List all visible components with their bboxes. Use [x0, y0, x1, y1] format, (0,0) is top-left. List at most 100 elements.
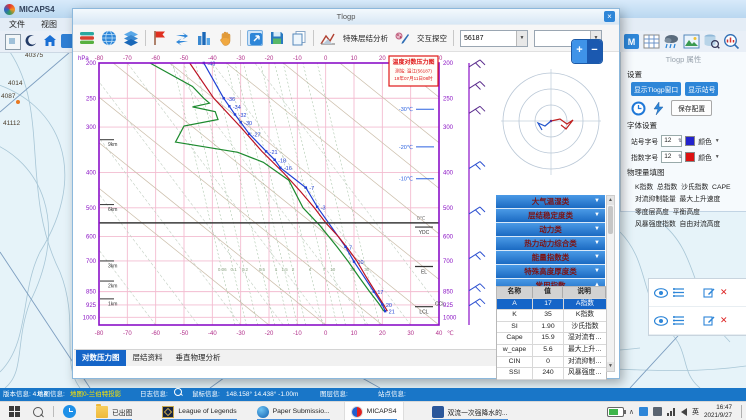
tlogp-titlebar[interactable]: Tlogp ×	[73, 9, 619, 25]
hodograph[interactable]	[496, 57, 606, 193]
scroll-thumb[interactable]	[608, 206, 613, 234]
category-expand-icon[interactable]: ▼	[594, 237, 600, 250]
grid-data-icon[interactable]	[643, 33, 660, 50]
index-category-row[interactable]: 层结稳定度类 ▼	[496, 209, 605, 223]
legend-layers-icon[interactable]	[79, 30, 95, 46]
font-color-swatch[interactable]	[685, 136, 695, 146]
category-expand-icon[interactable]: ▼	[594, 195, 600, 208]
station-combo-input[interactable]	[461, 34, 516, 43]
taskbar-app-item[interactable]: 已出图	[90, 402, 138, 420]
pan-hand-icon[interactable]	[218, 30, 234, 46]
menu-item[interactable]: 视图	[41, 19, 57, 30]
station-combo[interactable]: ▼	[460, 30, 528, 47]
skewt-chart[interactable]: 0.060.10.20.511.52471020300℃-43-36-34-32…	[75, 53, 495, 353]
category-expand-icon[interactable]: ▼	[594, 223, 600, 236]
zoom-out-button[interactable]: −	[587, 40, 602, 63]
taskbar-app-item[interactable]: MICAPS4	[344, 402, 404, 420]
color-dropdown-arrow[interactable]: ▼	[715, 154, 720, 160]
column-chart-icon[interactable]	[196, 30, 212, 46]
table-row[interactable]: CIN 0 对流抑制…	[497, 357, 606, 369]
right-column-scrollbar[interactable]: ▲ ▼	[606, 195, 615, 372]
interactive-sounding-button[interactable]: 交互探空	[417, 33, 447, 44]
delete-layer-icon[interactable]: ✕	[720, 315, 728, 326]
visibility-eye-icon[interactable]	[654, 288, 668, 298]
special-analysis-icon[interactable]	[320, 30, 336, 46]
input-language[interactable]: 英	[692, 407, 699, 417]
category-expand-icon[interactable]: ▼	[594, 209, 600, 222]
tlogp-tab[interactable]: 垂直物理分析	[170, 350, 227, 366]
zoom-in-button[interactable]: +	[572, 40, 587, 63]
volume-icon[interactable]	[681, 408, 687, 416]
export-window-icon[interactable]	[247, 30, 263, 46]
edit-layer-icon[interactable]	[703, 287, 715, 299]
layer-list-icon[interactable]	[672, 315, 685, 326]
show-tlogp-window-button[interactable]: 显示Tlogp窗口	[631, 82, 681, 96]
swap-arrows-icon[interactable]	[174, 30, 190, 46]
font-size-spinner[interactable]: 12	[661, 151, 682, 163]
scroll-down-icon[interactable]: ▼	[607, 362, 614, 371]
color-dropdown-arrow[interactable]: ▼	[715, 138, 720, 144]
select-region-icon[interactable]	[5, 34, 21, 50]
table-row[interactable]: SI 1.90 沙氏指数	[497, 322, 606, 334]
index-category-row[interactable]: 动力类 ▼	[496, 223, 605, 237]
map-contour-label: 4087	[1, 93, 15, 100]
tray-app-icon[interactable]	[639, 407, 648, 416]
save-icon[interactable]	[269, 30, 285, 46]
globe-icon[interactable]	[101, 30, 117, 46]
home-icon[interactable]	[43, 34, 57, 48]
lightning-icon[interactable]	[652, 102, 665, 115]
edit-layer-icon[interactable]	[703, 315, 715, 327]
index-category-row[interactable]: 能量指数类 ▼	[496, 251, 605, 265]
log-search-icon[interactable]	[174, 388, 182, 396]
visibility-eye-icon[interactable]	[654, 316, 668, 326]
network-icon[interactable]	[667, 407, 676, 416]
index-category-row[interactable]: 特殊高度厚度类 ▼	[496, 265, 605, 279]
tray-device-icon[interactable]	[653, 407, 662, 416]
taskbar-app-icon	[351, 406, 363, 418]
taskbar-search-icon[interactable]	[33, 407, 43, 417]
show-station-button[interactable]: 显示站号	[685, 82, 718, 96]
image-export-icon[interactable]	[683, 33, 700, 50]
taskbar-app-item[interactable]: 双流一次强降水的...	[426, 402, 514, 420]
index-category-row[interactable]: 大气温湿类 ▼	[496, 195, 605, 209]
window-close-button[interactable]: ×	[604, 11, 615, 22]
time-animation-icon[interactable]	[631, 101, 646, 116]
layer-list-icon[interactable]	[672, 287, 685, 298]
task-view-icon[interactable]	[63, 405, 76, 418]
font-color-swatch[interactable]	[685, 152, 695, 162]
special-analysis-button[interactable]: 特殊层结分析	[343, 33, 388, 44]
weather-rain-icon[interactable]	[663, 33, 680, 50]
table-row[interactable]: SSI 240 风暴强度…	[497, 368, 606, 380]
tlogp-tab[interactable]: 层结资料	[127, 350, 169, 366]
night-mode-icon[interactable]	[24, 34, 38, 48]
taskbar-date: 2021/9/27	[704, 412, 732, 420]
taskbar-clock[interactable]: 16:47 2021/9/27	[704, 404, 732, 420]
interactive-sounding-icon[interactable]	[394, 30, 410, 46]
save-config-button[interactable]: 保存配置	[671, 100, 712, 116]
taskbar-app-item[interactable]: League of Legends	[156, 402, 242, 420]
tlogp-tab[interactable]: 对数压力图	[76, 350, 126, 366]
chart-search-icon[interactable]	[723, 33, 740, 50]
taskbar-app-item[interactable]: Paper Submissio...	[251, 402, 336, 420]
micaps-data-icon[interactable]: M	[623, 33, 640, 50]
menu-item[interactable]: 文件	[9, 19, 25, 30]
table-row[interactable]: A 17 A指数	[497, 299, 606, 311]
battery-icon[interactable]	[607, 407, 624, 417]
show-desktop-button[interactable]	[741, 405, 742, 418]
copy-pages-icon[interactable]	[291, 30, 307, 46]
layer-stack-icon[interactable]	[123, 30, 139, 46]
font-size-spinner[interactable]: 12	[661, 135, 682, 147]
tray-expand-icon[interactable]: ∧	[629, 408, 634, 416]
database-search-icon[interactable]	[703, 33, 720, 50]
flag-icon[interactable]	[152, 30, 168, 46]
category-expand-icon[interactable]: ▼	[594, 251, 600, 264]
start-button[interactable]	[9, 406, 20, 417]
table-row[interactable]: Cape 15.9 湿对流有…	[497, 333, 606, 345]
table-row[interactable]: w_cape 5.6 最大上升…	[497, 345, 606, 357]
delete-layer-icon[interactable]: ✕	[720, 287, 728, 298]
category-expand-icon[interactable]: ▼	[594, 265, 600, 278]
scroll-up-icon[interactable]: ▲	[607, 196, 614, 205]
table-row[interactable]: K 35 K指数	[497, 310, 606, 322]
combo-arrow-icon[interactable]: ▼	[516, 31, 527, 46]
index-category-row[interactable]: 热力动力综合类 ▼	[496, 237, 605, 251]
